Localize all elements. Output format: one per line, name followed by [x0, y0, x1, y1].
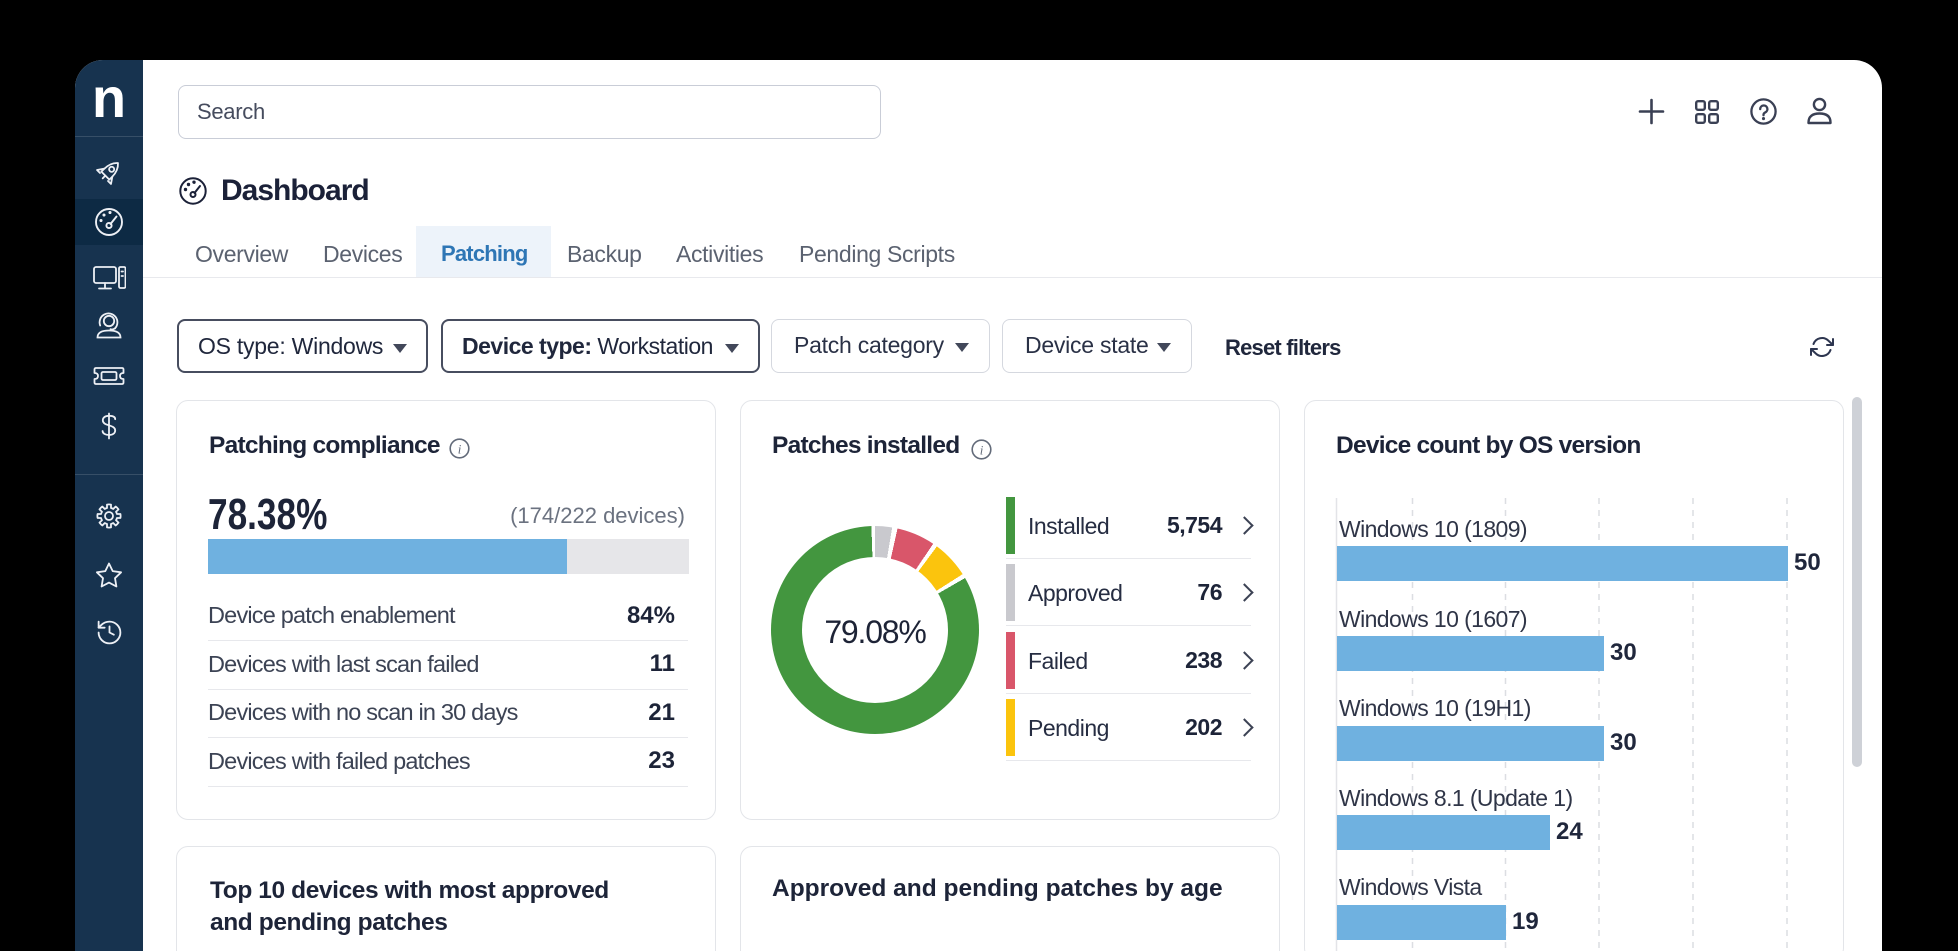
svg-text:i: i	[980, 442, 984, 457]
svg-text:i: i	[458, 441, 462, 456]
